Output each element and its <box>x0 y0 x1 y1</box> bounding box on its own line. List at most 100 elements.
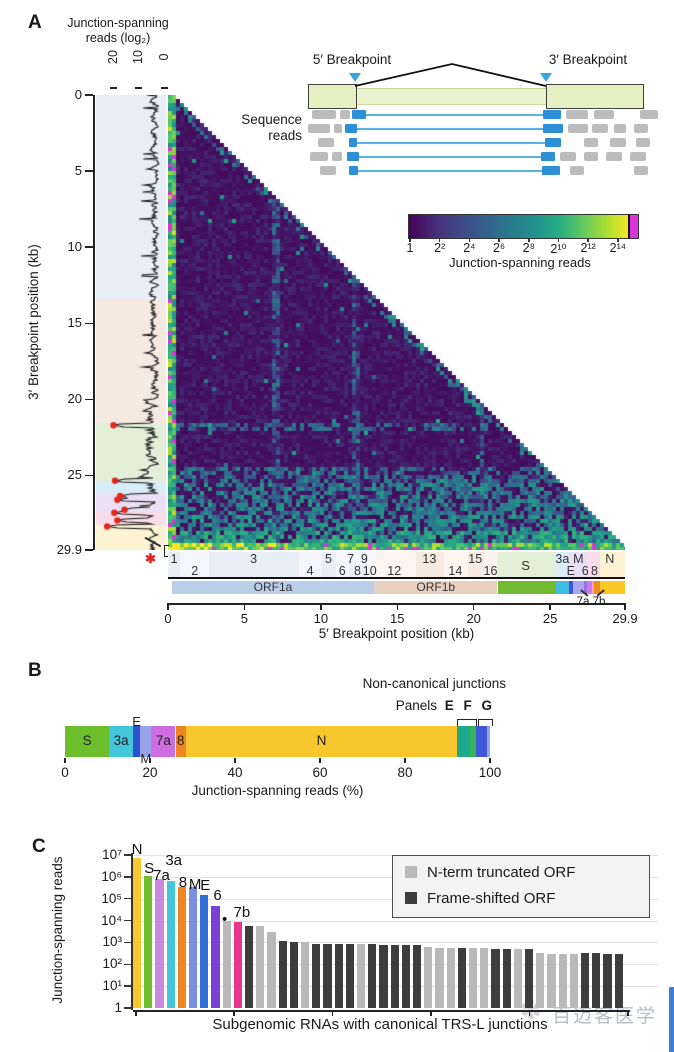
panels-annotation: Panels E F G <box>250 698 495 713</box>
c-y-axis-line <box>131 853 133 1010</box>
b-x-tick-label: 40 <box>227 765 243 780</box>
c-bar-label: • <box>222 910 228 928</box>
c-y-tick <box>124 854 131 856</box>
breakpoint-marker-icon <box>349 73 361 82</box>
read-connector-line <box>359 155 541 158</box>
c-gridline <box>130 942 658 944</box>
c-bar <box>569 954 578 1008</box>
genome-gene-label: 16 <box>483 564 498 578</box>
c-bar <box>536 953 545 1008</box>
read-fragment <box>318 138 334 147</box>
heatmap-canvas <box>168 95 625 550</box>
a-y-tick-label: 5 <box>74 163 82 179</box>
b-segment-label: 8 <box>176 733 185 748</box>
read-fragment <box>332 152 342 161</box>
c-bar <box>469 948 478 1008</box>
c-y-tick <box>124 985 131 987</box>
a-y-axis-line <box>93 95 95 550</box>
legend-swatch-frameshift <box>405 892 417 904</box>
a-x-tick <box>243 603 246 610</box>
genome-gene-label: 14 <box>448 564 463 578</box>
c-bar <box>435 947 444 1008</box>
b-segment-nc-1 <box>457 726 470 757</box>
c-bar <box>334 943 343 1008</box>
nsp-shade-box <box>443 552 468 578</box>
inset-junction-lines <box>354 63 547 87</box>
side-axis-tick <box>109 87 117 89</box>
inset-genome-middle <box>355 88 546 105</box>
c-x-axis-label: Subgenomic RNAs with canonical TRS-L jun… <box>212 1016 548 1033</box>
leader-bracket-icon <box>164 545 169 557</box>
side-axis-tick <box>134 87 142 89</box>
a-x-tick <box>320 603 322 610</box>
c-bar <box>155 878 164 1008</box>
read-fragment <box>610 138 626 147</box>
side-axis-title-line2: reads (log₂) <box>85 31 151 45</box>
c-bar <box>345 944 354 1008</box>
genome-gene-label: 4 <box>306 564 314 578</box>
c-y-tick-label: 10¹ <box>102 978 122 994</box>
legend-label-truncated: N-term truncated ORF <box>427 863 576 881</box>
side-axis-tick-label: 20 <box>106 50 120 64</box>
panels-annotation-prefix: Panels <box>395 698 437 713</box>
c-bar <box>446 947 455 1008</box>
genome-gene-label: 6 <box>338 564 346 578</box>
c-x-tick <box>331 1010 334 1016</box>
genome-gene-label: M <box>573 552 584 566</box>
c-bar <box>133 858 142 1008</box>
c-y-tick-label: 10⁶ <box>101 868 122 884</box>
c-bar <box>177 886 186 1008</box>
genome-gene-label: 13 <box>422 552 437 566</box>
read-fragment <box>310 152 328 161</box>
genome-region-band <box>497 552 556 578</box>
c-gridline <box>130 920 658 922</box>
a-y-tick-label: 15 <box>67 315 82 331</box>
b-segment-S <box>65 726 110 757</box>
c-bar <box>245 926 254 1008</box>
read-fragment <box>570 166 584 175</box>
c-bar <box>513 949 522 1008</box>
inset-genome-box-3prime <box>546 84 644 109</box>
a-y-tick-label: 25 <box>67 467 82 483</box>
read-fragment <box>630 152 646 161</box>
c-y-tick <box>124 941 131 944</box>
read-fragment <box>634 166 648 175</box>
leader-asterisk: ✱ <box>145 551 156 566</box>
colorbar-tick <box>587 238 589 242</box>
genome-gene-label: 15 <box>468 552 483 566</box>
c-bar <box>233 921 242 1008</box>
b-x-tick-label: 0 <box>61 765 69 780</box>
c-bar <box>189 887 198 1008</box>
c-bar <box>289 941 298 1008</box>
b-x-tick <box>404 758 406 763</box>
panel-b-label: B <box>28 660 42 681</box>
read-fragment <box>312 110 336 119</box>
b-x-tick <box>489 758 491 763</box>
b-segment-M <box>140 726 152 757</box>
genome-gene-label: 8 <box>354 564 361 578</box>
c-x-tick <box>430 1010 432 1016</box>
sequence-reads-label-line1: Sequence <box>241 112 302 127</box>
legend-item-frameshift: Frame-shifted ORF <box>393 885 649 911</box>
read-connector-line <box>366 113 543 116</box>
b-segment-7a <box>151 726 176 757</box>
inset-five-breakpoint-label: 5′ Breakpoint <box>312 52 392 67</box>
read-fragment <box>592 124 608 133</box>
colorbar <box>408 214 638 239</box>
a-x-tick <box>472 603 475 610</box>
colorbar-tick <box>617 238 619 242</box>
a-x-tick-label: 0 <box>164 611 172 626</box>
c-bar <box>558 953 567 1008</box>
c-bar <box>222 920 231 1008</box>
a-x-tick-label: 10 <box>313 611 329 626</box>
junction-read-5prime <box>352 110 366 119</box>
genome-gene-label: E <box>566 564 575 578</box>
a-y-tick <box>85 246 93 248</box>
b-segment-3a <box>109 726 133 757</box>
c-bar-label: E <box>200 876 211 894</box>
c-bar <box>211 906 220 1008</box>
orf-segment-N <box>600 581 625 594</box>
c-bar <box>603 953 612 1008</box>
breakpoint-marker-icon <box>540 73 552 82</box>
